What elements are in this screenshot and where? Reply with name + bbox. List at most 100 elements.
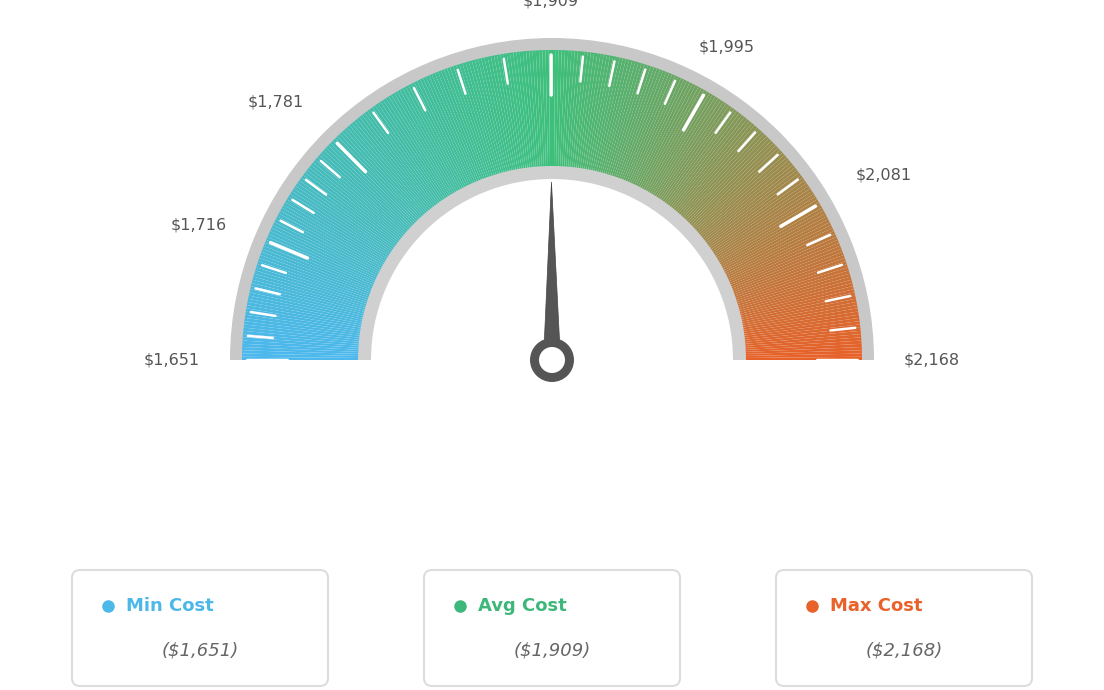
Wedge shape <box>251 283 368 315</box>
Wedge shape <box>652 97 718 199</box>
Wedge shape <box>687 141 774 227</box>
Wedge shape <box>602 61 636 177</box>
Text: $1,651: $1,651 <box>144 353 200 368</box>
Wedge shape <box>242 351 362 356</box>
Wedge shape <box>250 289 367 319</box>
Wedge shape <box>574 52 591 172</box>
Wedge shape <box>358 166 746 360</box>
Circle shape <box>530 338 574 382</box>
Wedge shape <box>287 197 391 262</box>
Wedge shape <box>728 240 839 288</box>
Wedge shape <box>613 66 654 181</box>
Wedge shape <box>711 191 814 258</box>
Wedge shape <box>733 267 849 305</box>
Wedge shape <box>244 321 363 338</box>
Wedge shape <box>702 170 799 245</box>
Wedge shape <box>246 308 364 331</box>
Wedge shape <box>608 64 648 179</box>
Wedge shape <box>736 286 853 317</box>
Wedge shape <box>408 83 466 192</box>
Wedge shape <box>620 70 666 184</box>
Wedge shape <box>290 191 393 258</box>
Wedge shape <box>678 128 760 219</box>
Wedge shape <box>307 168 403 244</box>
Wedge shape <box>423 77 475 187</box>
Wedge shape <box>644 88 704 195</box>
Wedge shape <box>556 50 562 170</box>
Wedge shape <box>699 162 793 240</box>
Wedge shape <box>733 264 848 303</box>
Wedge shape <box>350 124 429 216</box>
Wedge shape <box>532 50 542 170</box>
Wedge shape <box>285 199 390 264</box>
Wedge shape <box>629 77 681 187</box>
Wedge shape <box>647 92 710 197</box>
Wedge shape <box>627 75 678 186</box>
Wedge shape <box>360 115 436 211</box>
Wedge shape <box>742 353 862 358</box>
Wedge shape <box>243 337 362 348</box>
Wedge shape <box>535 50 544 170</box>
Wedge shape <box>257 261 372 302</box>
Wedge shape <box>301 175 400 248</box>
Wedge shape <box>585 55 611 173</box>
Wedge shape <box>392 93 455 197</box>
Wedge shape <box>664 109 736 208</box>
Wedge shape <box>247 302 365 326</box>
Wedge shape <box>737 289 854 319</box>
Wedge shape <box>336 136 421 224</box>
Wedge shape <box>326 146 415 230</box>
Text: $1,781: $1,781 <box>248 95 305 110</box>
Wedge shape <box>456 64 496 179</box>
Wedge shape <box>740 308 858 331</box>
Wedge shape <box>432 73 480 185</box>
Wedge shape <box>463 62 499 178</box>
Polygon shape <box>543 182 561 360</box>
Wedge shape <box>570 51 584 171</box>
Wedge shape <box>438 70 484 184</box>
Wedge shape <box>248 295 367 322</box>
Wedge shape <box>735 277 851 310</box>
Wedge shape <box>618 70 664 183</box>
Wedge shape <box>635 81 690 190</box>
Wedge shape <box>344 128 426 219</box>
Wedge shape <box>682 134 766 223</box>
Wedge shape <box>440 70 486 183</box>
Wedge shape <box>263 246 375 292</box>
Wedge shape <box>245 311 364 333</box>
Wedge shape <box>688 143 776 228</box>
Wedge shape <box>426 75 477 186</box>
Wedge shape <box>242 357 362 360</box>
Text: Min Cost: Min Cost <box>126 597 214 615</box>
Wedge shape <box>507 53 527 172</box>
Wedge shape <box>412 82 467 190</box>
Wedge shape <box>718 208 824 268</box>
Wedge shape <box>673 121 752 215</box>
Wedge shape <box>309 165 404 242</box>
Wedge shape <box>332 139 420 226</box>
Wedge shape <box>741 321 860 338</box>
Wedge shape <box>381 100 448 201</box>
Wedge shape <box>362 113 437 210</box>
Wedge shape <box>242 347 362 354</box>
Wedge shape <box>316 157 408 237</box>
Wedge shape <box>656 100 723 201</box>
Wedge shape <box>493 55 519 173</box>
Wedge shape <box>572 52 587 171</box>
Wedge shape <box>582 54 604 172</box>
Wedge shape <box>420 78 473 188</box>
Wedge shape <box>741 331 861 344</box>
Wedge shape <box>253 277 369 310</box>
Wedge shape <box>730 249 842 294</box>
Wedge shape <box>741 334 861 346</box>
Wedge shape <box>645 90 707 195</box>
Wedge shape <box>342 130 425 220</box>
Wedge shape <box>254 273 370 309</box>
Wedge shape <box>255 267 371 305</box>
Wedge shape <box>481 57 510 175</box>
Wedge shape <box>739 302 857 326</box>
Wedge shape <box>552 50 555 170</box>
Wedge shape <box>330 141 417 227</box>
Wedge shape <box>305 170 402 245</box>
Text: $1,909: $1,909 <box>523 0 578 8</box>
